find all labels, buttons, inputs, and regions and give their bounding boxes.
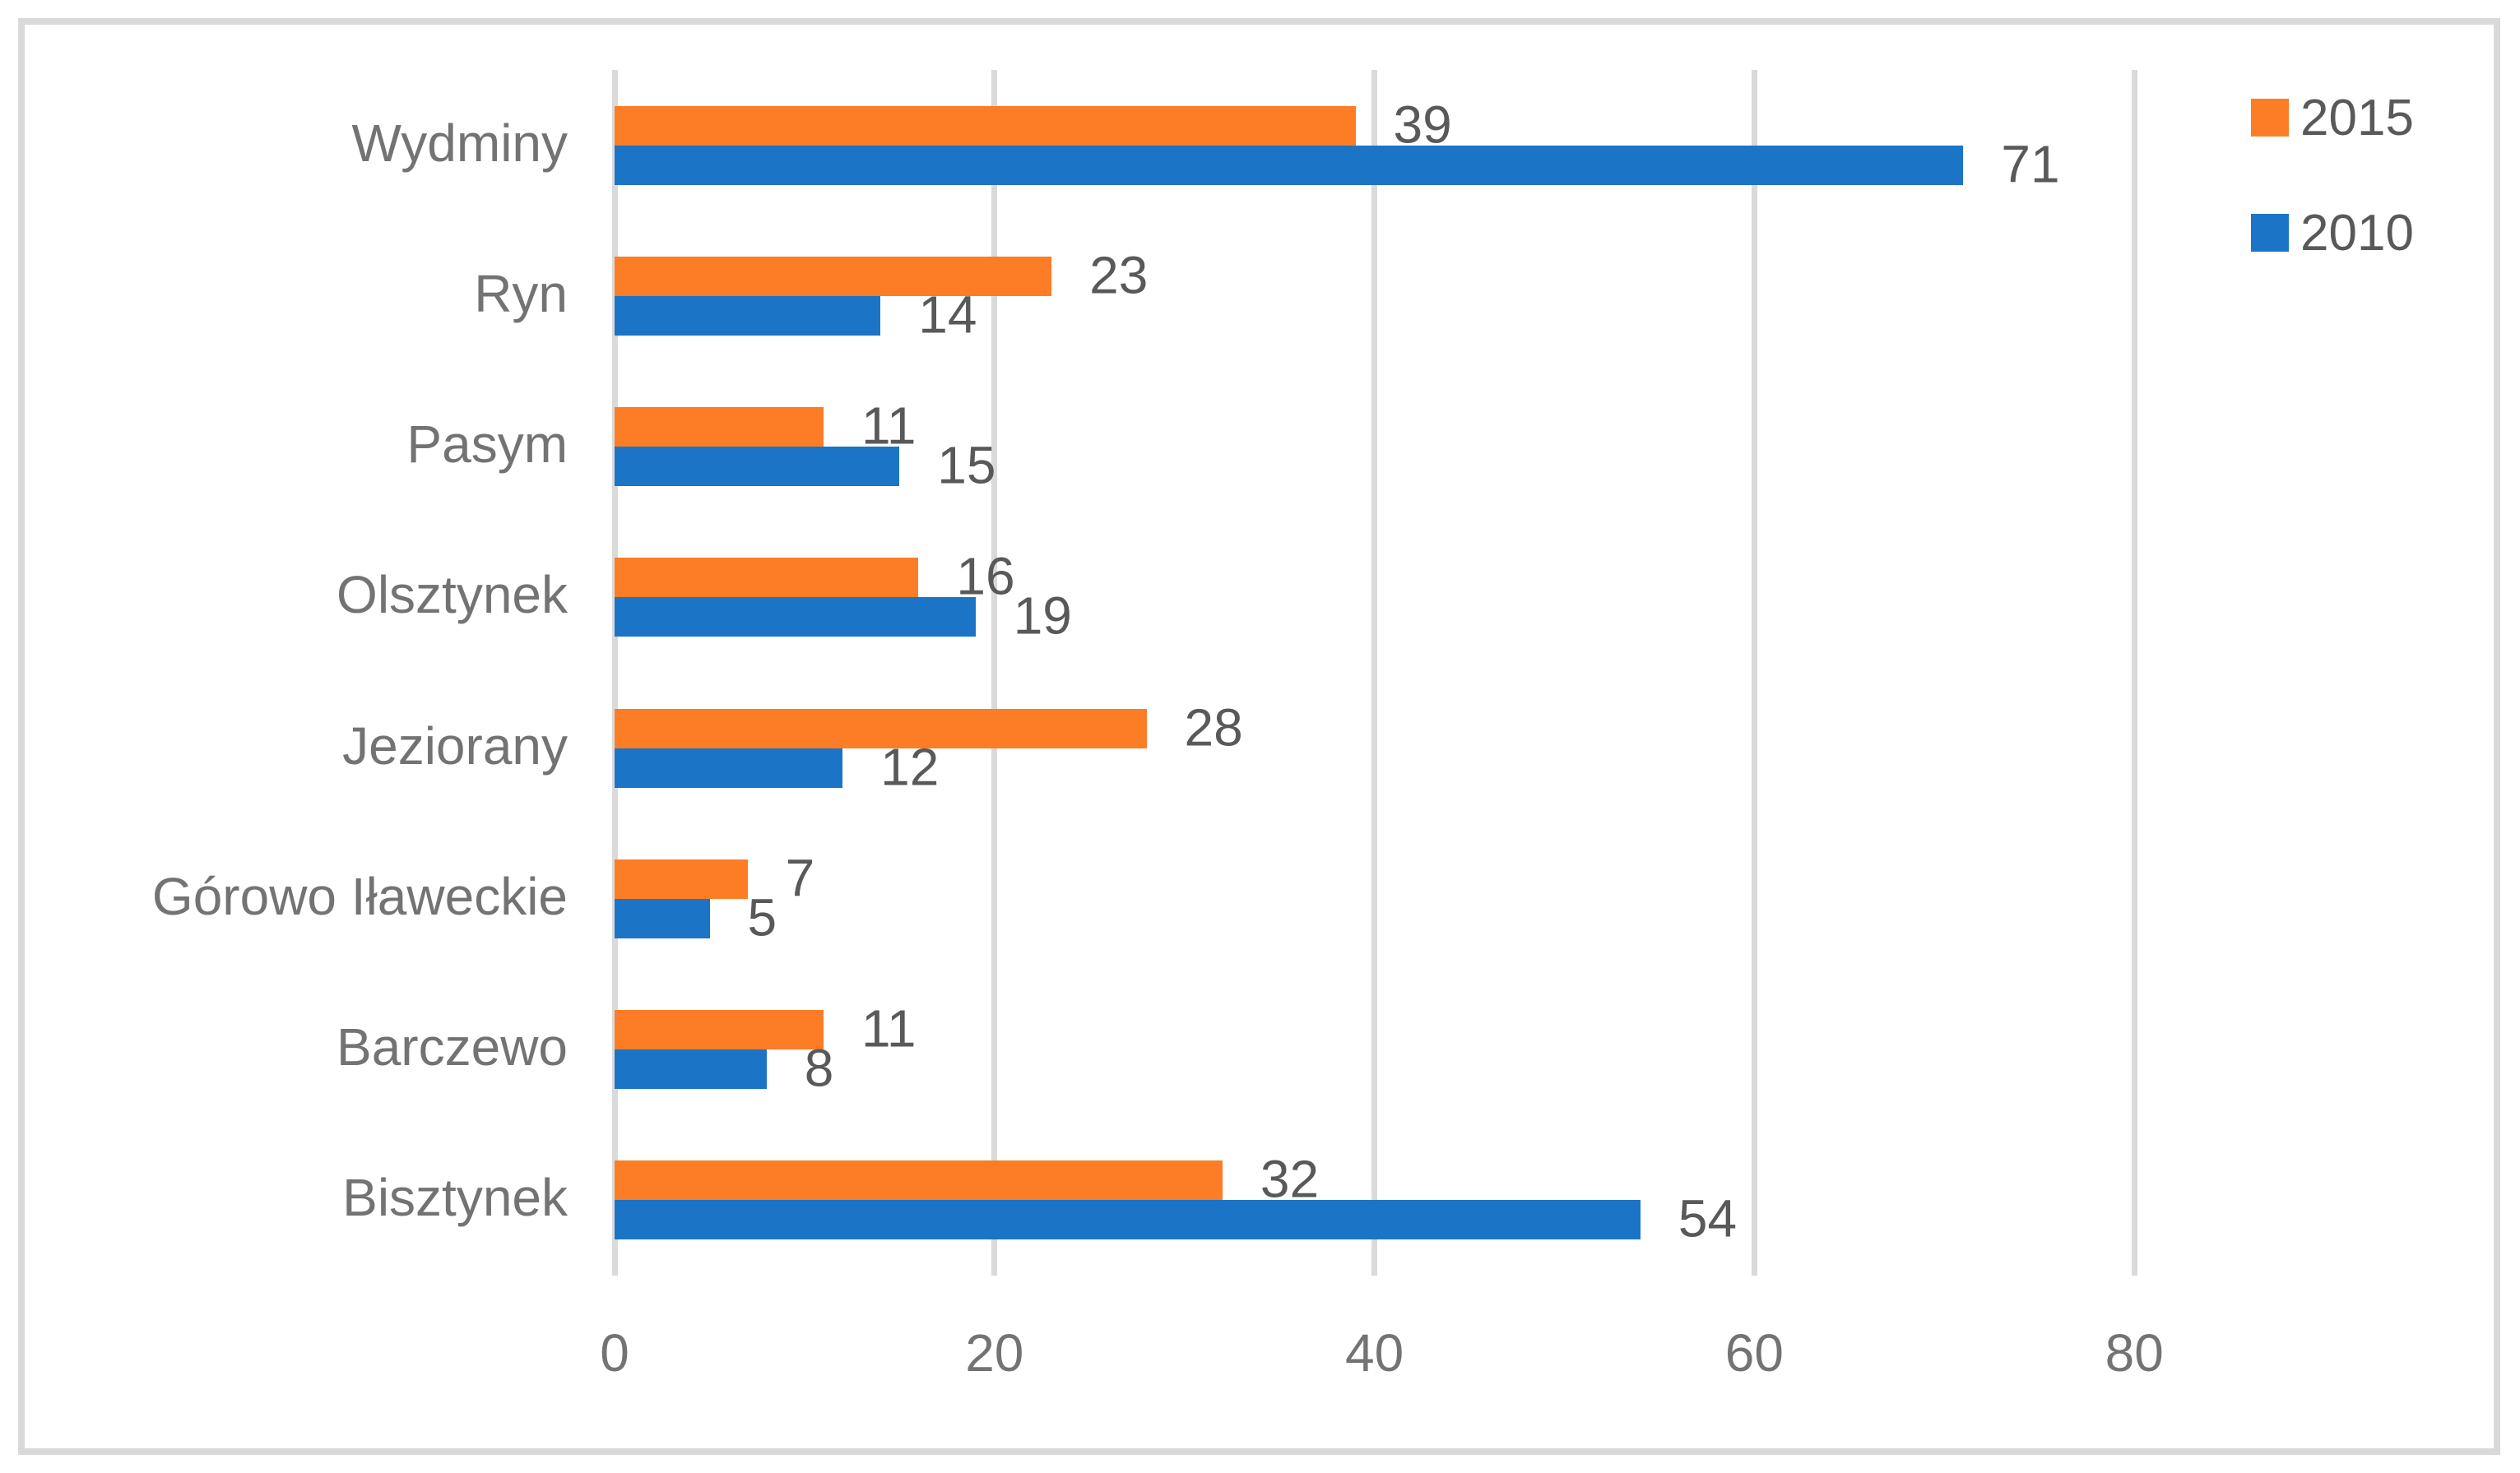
value-label-2010: 54 — [1678, 1188, 1738, 1248]
bar-2015 — [615, 1160, 1223, 1201]
bar-2010 — [615, 145, 1964, 185]
value-label-2010: 12 — [880, 737, 940, 797]
value-label-2015: 11 — [861, 998, 917, 1058]
legend-label-2015: 2015 — [2300, 89, 2414, 146]
x-tick-label-20: 20 — [965, 1323, 1024, 1383]
category-label: Bisztynek — [342, 1168, 568, 1228]
legend-swatch-2015 — [2251, 99, 2289, 137]
bar-2010 — [615, 447, 900, 487]
gridline-20 — [991, 70, 998, 1276]
legend-label-2010: 2010 — [2300, 204, 2414, 262]
gridline-60 — [1751, 70, 1757, 1276]
value-label-2010: 8 — [804, 1038, 834, 1098]
value-label-2010: 19 — [1013, 586, 1072, 646]
value-label-2015: 23 — [1089, 245, 1149, 305]
category-label: Wydminy — [351, 113, 568, 173]
value-label-2010: 14 — [918, 285, 977, 345]
category-label: Pasym — [406, 415, 568, 475]
value-label-2010: 5 — [747, 887, 777, 947]
bar-2010 — [615, 295, 881, 336]
bar-2015 — [615, 105, 1356, 146]
x-tick-label-0: 0 — [600, 1323, 629, 1383]
category-label: Jeziorany — [342, 716, 568, 776]
legend-swatch-2010 — [2251, 214, 2289, 252]
bar-2010 — [615, 597, 976, 637]
bar-2015 — [615, 708, 1147, 748]
category-label: Górowo Iławeckie — [151, 866, 568, 926]
bar-2010 — [615, 898, 710, 938]
value-label-2015: 16 — [956, 546, 1015, 606]
category-label: Barczewo — [336, 1017, 568, 1077]
value-label-2015: 11 — [861, 396, 917, 456]
gridline-80 — [2131, 70, 2137, 1276]
gridline-40 — [1371, 70, 1378, 1276]
bar-2015 — [615, 558, 919, 598]
bar-2015 — [615, 859, 748, 899]
value-label-2015: 7 — [785, 848, 815, 908]
value-label-2015: 32 — [1260, 1149, 1320, 1209]
x-tick-label-40: 40 — [1345, 1323, 1404, 1383]
bar-2010 — [615, 1049, 767, 1090]
value-label-2010: 15 — [937, 435, 996, 495]
bar-2010 — [615, 748, 843, 788]
value-label-2010: 71 — [2001, 134, 2060, 194]
legend-item-2015: 2015 — [2251, 90, 2414, 146]
bar-2010 — [615, 1200, 1641, 1240]
value-label-2015: 28 — [1184, 697, 1243, 757]
gridline-0 — [611, 70, 618, 1276]
category-label: Ryn — [474, 263, 568, 323]
category-label: Olsztynek — [336, 565, 568, 625]
chart-border-frame — [18, 18, 2500, 1455]
x-tick-label-60: 60 — [1724, 1323, 1784, 1383]
bar-2015 — [615, 1010, 824, 1050]
legend-item-2010: 2010 — [2251, 205, 2414, 262]
bar-2015 — [615, 256, 1052, 296]
bar-2015 — [615, 407, 824, 447]
x-tick-label-80: 80 — [2105, 1323, 2164, 1383]
value-label-2015: 39 — [1393, 95, 1452, 155]
